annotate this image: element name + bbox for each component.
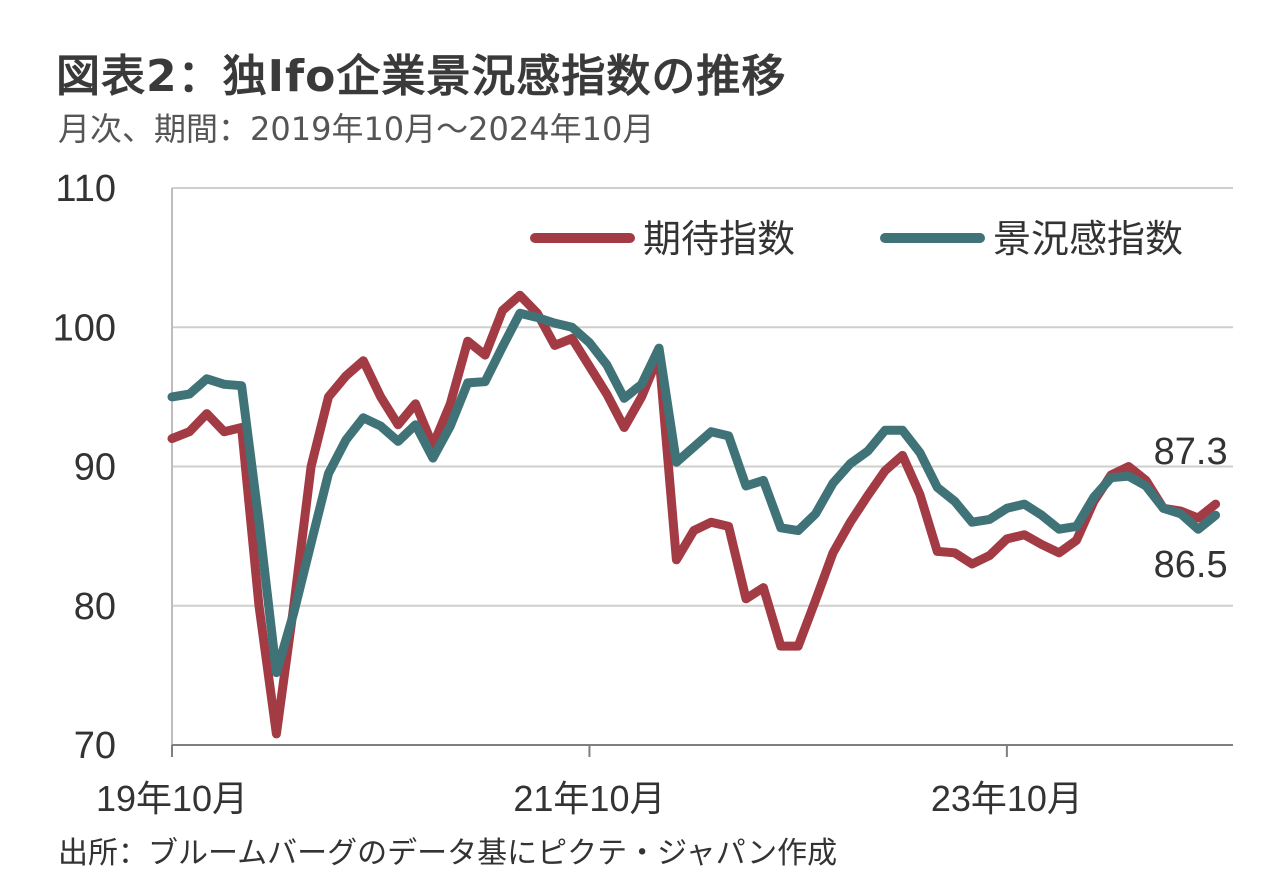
legend-expectations-label: 期待指数 (643, 217, 795, 261)
axes: 70 80 90 100 110 19年10月 21年10月 23年10月 (53, 168, 1233, 819)
x-tick-label: 23年10月 (931, 778, 1083, 819)
legend-business-climate-label: 景況感指数 (993, 217, 1183, 261)
y-tick-label: 70 (74, 725, 116, 767)
data-labels: 87.3 86.5 (1154, 431, 1228, 586)
chart-subtitle: 月次、期間：2019年10月～2024年10月 (58, 110, 655, 148)
x-tick-label: 21年10月 (513, 778, 665, 819)
data-label-expectations: 87.3 (1154, 431, 1228, 473)
data-label-business-climate: 86.5 (1154, 544, 1228, 586)
y-tick-label: 90 (74, 447, 116, 489)
gridlines (172, 187, 1233, 607)
x-tick-label: 19年10月 (96, 778, 248, 819)
y-tick-label: 110 (55, 168, 116, 210)
series-line-business-climate (167, 308, 1221, 678)
chart-title: 図表2：独Ifo企業景況感指数の推移 (56, 51, 787, 102)
source-note: 出所：ブルームバーグのデータ基にピクテ・ジャパン作成 (58, 836, 838, 871)
legend: 期待指数 景況感指数 (530, 217, 1183, 261)
y-tick-label: 80 (74, 586, 116, 628)
series-line-expectations (167, 290, 1221, 739)
series-lines (167, 290, 1221, 739)
y-tick-label: 100 (53, 307, 116, 349)
